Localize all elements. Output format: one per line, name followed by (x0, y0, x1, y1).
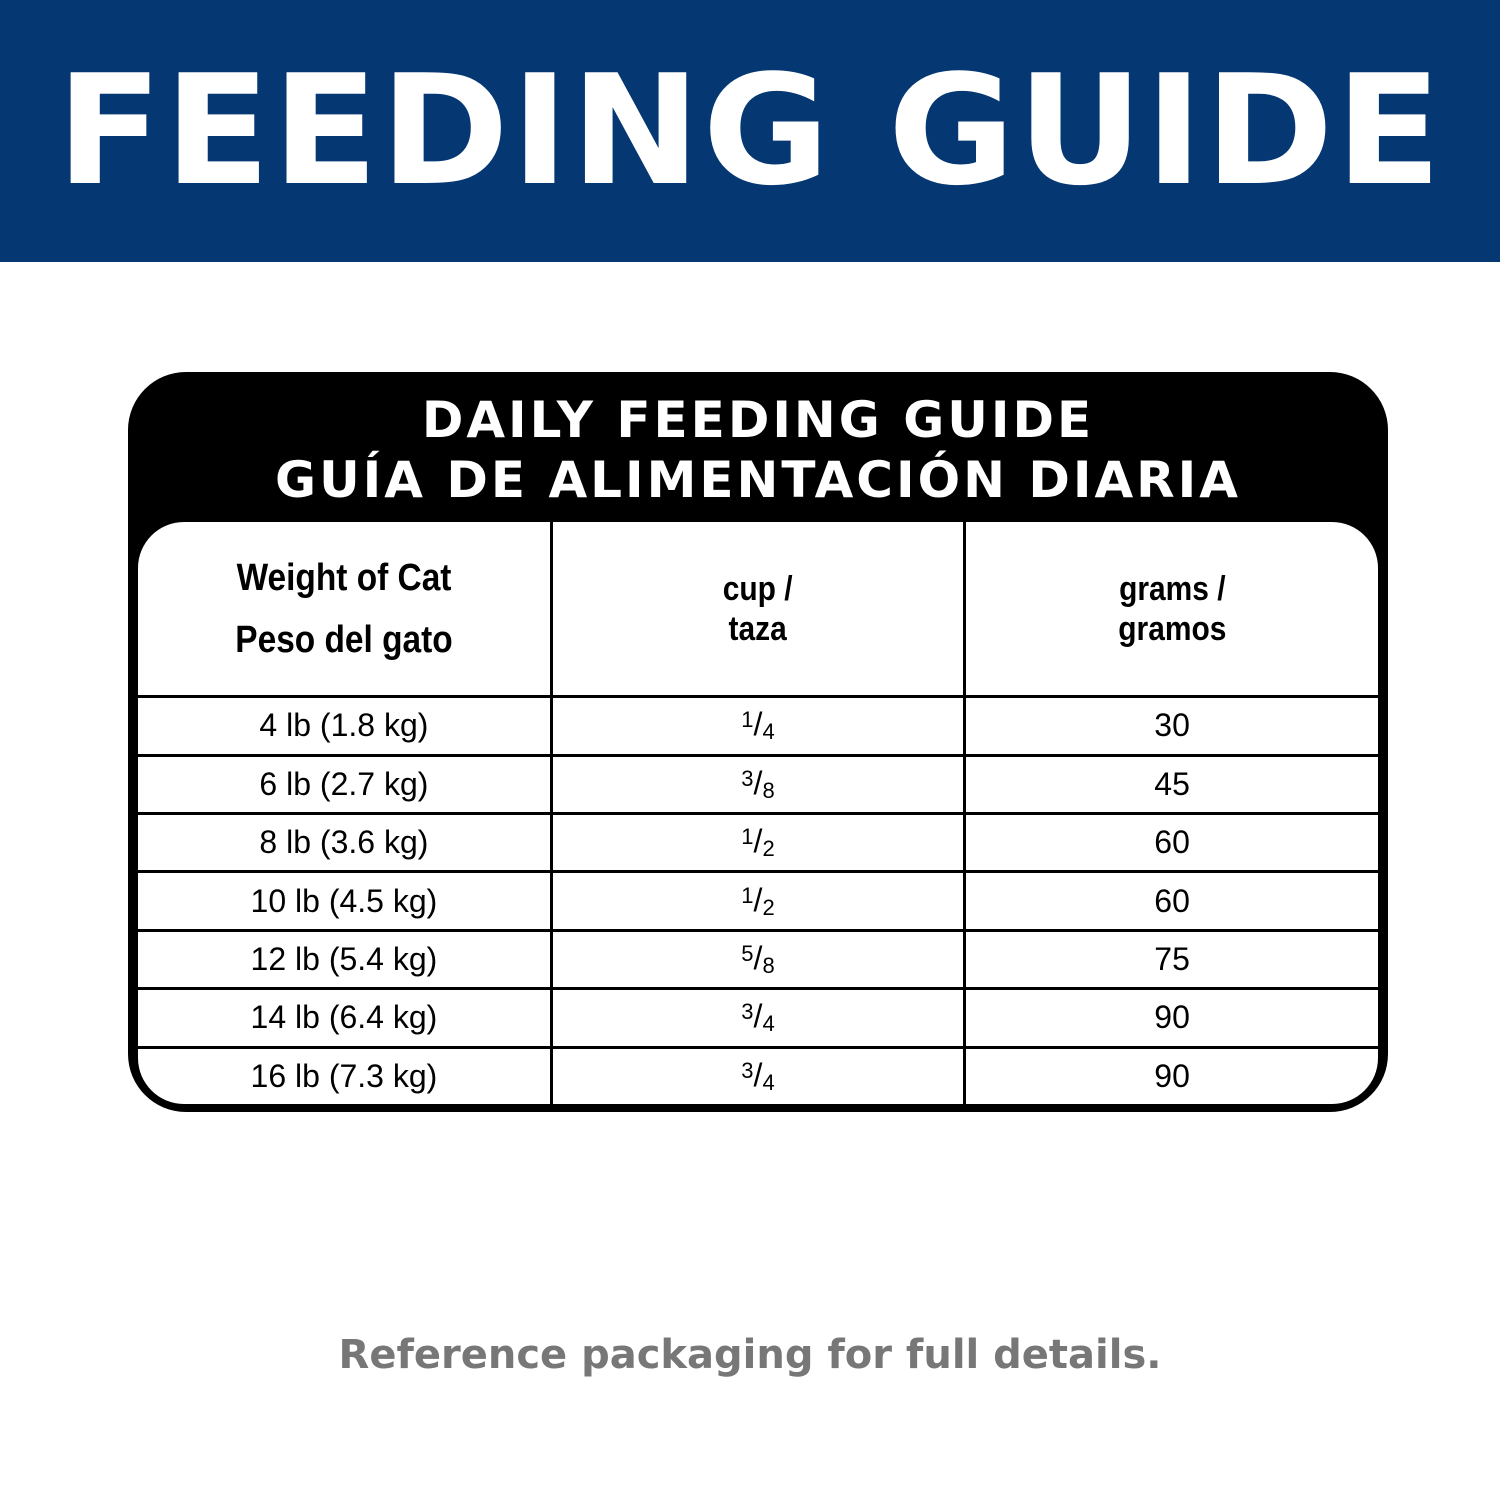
cup-numerator: 1 (741, 707, 754, 733)
weight-cell: 10 lb (4.5 kg) (138, 870, 553, 932)
weight-cell: 8 lb (3.6 kg) (138, 811, 553, 874)
grams-cell: 45 (963, 753, 1378, 815)
cup-denominator: 2 (762, 836, 775, 862)
weight-cell: 12 lb (5.4 kg) (138, 928, 553, 991)
footer-note: Reference packaging for full details. (338, 1332, 1162, 1378)
weight-cell: 6 lb (2.7 kg) (138, 753, 553, 815)
table-row: 14 lb (6.4 kg) 3/4 90 (138, 987, 1378, 1049)
header-grams-es: gramos (1117, 609, 1227, 648)
grams-cell: 90 (963, 1045, 1378, 1104)
cup-numerator: 3 (741, 1057, 754, 1083)
grams-cell: 90 (963, 987, 1378, 1049)
grams-cell: 60 (963, 811, 1378, 874)
feeding-table-card: DAILY FEEDING GUIDE GUÍA DE ALIMENTACIÓN… (128, 372, 1388, 1112)
card-title-es: GUÍA DE ALIMENTACIÓN DIARIA (275, 451, 1241, 509)
grams-cell: 60 (963, 870, 1378, 932)
cup-cell: 3/4 (549, 987, 967, 1049)
header-weight-es: Peso del gato (235, 618, 453, 661)
cup-denominator: 2 (762, 894, 775, 920)
header-cup-es: taza (728, 609, 788, 648)
cup-numerator: 1 (741, 882, 754, 908)
table-row: 6 lb (2.7 kg) 3/8 45 (138, 753, 1378, 815)
table-row: 8 lb (3.6 kg) 1/2 60 (138, 811, 1378, 874)
card-title-en: DAILY FEEDING GUIDE (421, 391, 1095, 449)
cup-denominator: 4 (762, 1011, 775, 1037)
feeding-table: Weight of Cat Peso del gato cup / taza gra… (138, 522, 1378, 1104)
cup-numerator: 3 (741, 999, 754, 1025)
grams-cell: 30 (963, 695, 1378, 757)
card-title: DAILY FEEDING GUIDE GUÍA DE ALIMENTACIÓN… (128, 390, 1388, 510)
cup-cell: 1/2 (549, 811, 967, 874)
header-banner: FEEDING GUIDE (0, 0, 1500, 262)
cup-numerator: 3 (741, 765, 754, 791)
table-row: 16 lb (7.3 kg) 3/4 90 (138, 1045, 1378, 1104)
cup-denominator: 8 (762, 777, 775, 803)
cup-denominator: 8 (762, 952, 775, 978)
cup-cell: 1/4 (549, 695, 967, 757)
cup-cell: 3/4 (549, 1045, 967, 1104)
header-cup: cup / taza (574, 522, 942, 699)
header-cup-en: cup / (723, 569, 793, 608)
page-title: FEEDING GUIDE (56, 42, 1444, 219)
table-row: 10 lb (4.5 kg) 1/2 60 (138, 870, 1378, 932)
grams-cell: 75 (963, 928, 1378, 991)
weight-cell: 16 lb (7.3 kg) (138, 1045, 553, 1104)
cup-denominator: 4 (762, 1069, 775, 1095)
table-row: 4 lb (1.8 kg) 1/4 30 (138, 695, 1378, 757)
table-header-row: Weight of Cat Peso del gato cup / taza gra… (138, 522, 1378, 699)
header-grams: grams / gramos (988, 522, 1354, 699)
header-weight: Weight of Cat Peso del gato (162, 522, 528, 699)
weight-cell: 4 lb (1.8 kg) (138, 695, 553, 757)
table-row: 12 lb (5.4 kg) 5/8 75 (138, 928, 1378, 991)
cup-numerator: 1 (741, 824, 754, 850)
header-grams-en: grams / (1118, 569, 1226, 608)
cup-cell: 5/8 (549, 928, 967, 991)
cup-numerator: 5 (741, 940, 754, 966)
header-weight-en: Weight of Cat (236, 556, 452, 599)
weight-cell: 14 lb (6.4 kg) (138, 987, 553, 1049)
cup-cell: 1/2 (549, 870, 967, 932)
cup-denominator: 4 (762, 719, 775, 745)
cup-cell: 3/8 (549, 753, 967, 815)
